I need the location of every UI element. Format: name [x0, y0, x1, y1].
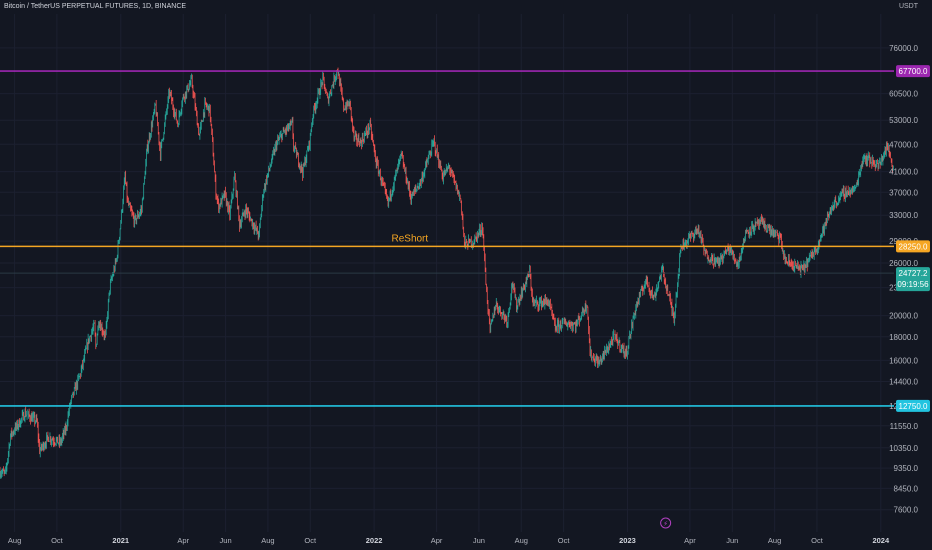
y-tick-label: 8450.0 — [894, 484, 919, 493]
y-tick-label: 10350.0 — [889, 444, 918, 453]
x-tick-label: Oct — [811, 536, 824, 545]
y-tick-label: 16000.0 — [889, 356, 918, 365]
y-tick-label: 7600.0 — [894, 506, 919, 515]
level-price-label: 28250.0 — [899, 242, 928, 251]
x-tick-label: Apr — [684, 536, 696, 545]
level-price-badge — [896, 399, 930, 412]
x-tick-label: Oct — [51, 536, 64, 545]
price-badges: 67700.0 28250.0 12750.0 24727.2 09:19:56 — [896, 65, 930, 412]
y-tick-label: 26000.0 — [889, 259, 918, 268]
current-price-badge — [896, 267, 930, 292]
x-tick-label: Jun — [220, 536, 232, 545]
current-price-label: 24727.2 — [899, 269, 928, 278]
y-tick-label: 18000.0 — [889, 333, 918, 342]
y-tick-label: 37000.0 — [889, 188, 918, 197]
x-tick-label: Oct — [304, 536, 317, 545]
chart-title: Bitcoin / TetherUS PERPETUAL FUTURES, 1D… — [4, 3, 187, 10]
countdown-label: 09:19:56 — [897, 280, 929, 289]
x-tick-label: Oct — [558, 536, 571, 545]
x-tick-label: Apr — [431, 536, 443, 545]
time-axis[interactable]: Aug Oct 2021 Apr Jun Aug Oct 2022 Apr Jun Aug Oct 20… — [8, 536, 890, 545]
y-tick-label: 76000.0 — [889, 44, 918, 53]
event-marker[interactable]: ⚡ — [660, 517, 672, 529]
x-tick-label: Jun — [726, 536, 738, 545]
x-tick-label: 2024 — [872, 536, 890, 545]
x-tick-label: Aug — [515, 536, 528, 545]
x-tick-label: Aug — [768, 536, 781, 545]
y-tick-label: 41000.0 — [889, 168, 918, 177]
reshort-annotation: ReShort — [391, 233, 428, 244]
level-price-label: 67700.0 — [899, 67, 928, 76]
y-tick-label: 20000.0 — [889, 312, 918, 321]
level-price-badge — [896, 240, 930, 253]
y-tick-label: 11550.0 — [890, 422, 919, 431]
event-marker-icon — [660, 517, 672, 529]
y-tick-label: 14400.0 — [889, 378, 918, 387]
axis-currency-label: USDT — [898, 3, 918, 10]
x-tick-label: Aug — [261, 536, 274, 545]
y-tick-label: 33000.0 — [889, 211, 918, 220]
lightning-icon: ⚡ — [663, 520, 668, 528]
x-tick-label: 2023 — [619, 536, 636, 545]
x-tick-label: 2022 — [366, 536, 383, 545]
horizontal-levels[interactable]: ReShort — [0, 70, 894, 407]
candlestick-series — [0, 67, 894, 479]
x-tick-label: Aug — [8, 536, 21, 545]
y-tick-label: 9350.0 — [894, 464, 919, 473]
y-tick-label: 60500.0 — [889, 90, 918, 99]
level-price-badge — [896, 65, 930, 78]
x-tick-label: 2021 — [112, 536, 129, 545]
x-tick-label: Jun — [473, 536, 485, 545]
y-tick-label: 47000.0 — [889, 140, 918, 149]
level-price-label: 12750.0 — [899, 402, 928, 411]
y-tick-label: 53000.0 — [889, 116, 918, 125]
x-tick-label: Apr — [177, 536, 189, 545]
